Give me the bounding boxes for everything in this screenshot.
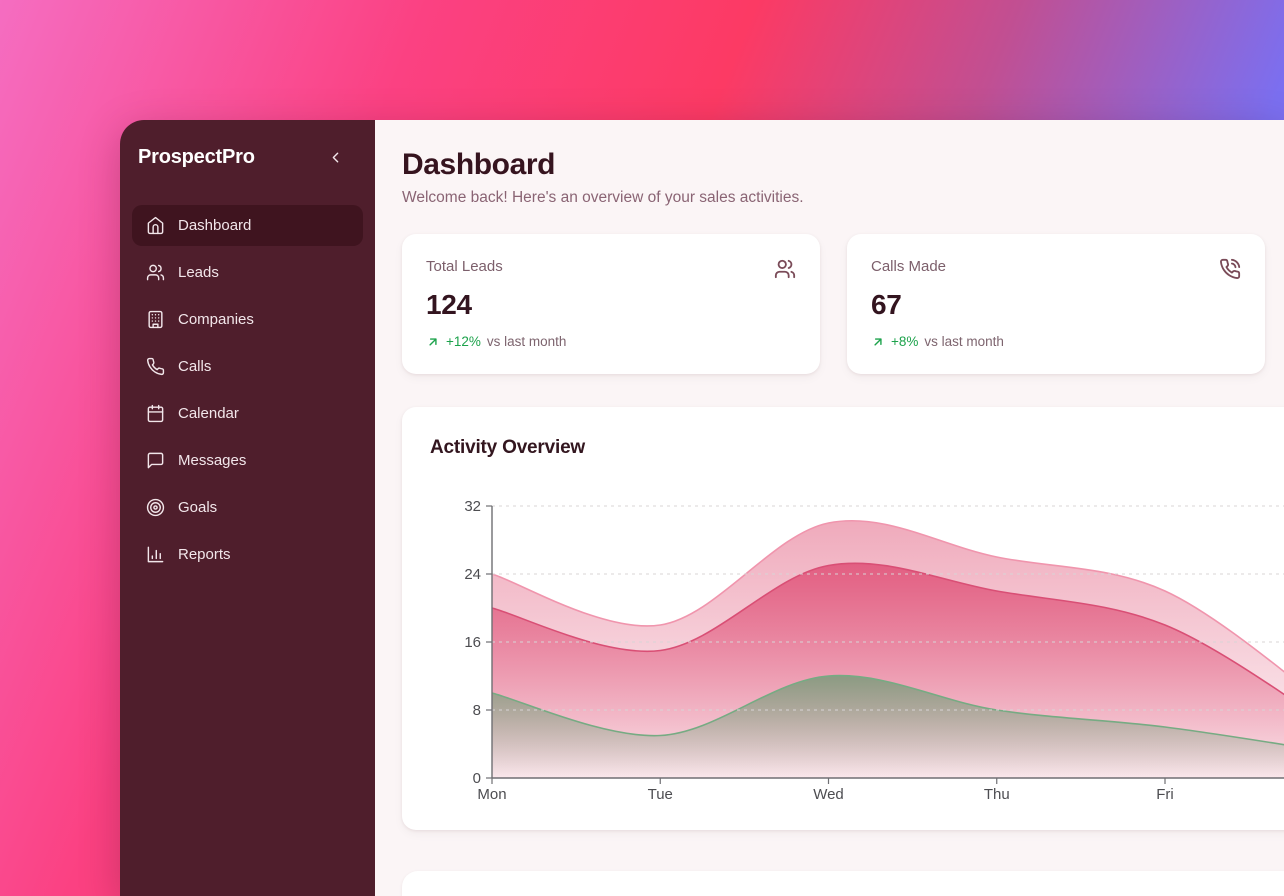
svg-text:8: 8 (473, 702, 481, 719)
app-logo: ProspectPro (138, 146, 255, 168)
building-icon (146, 310, 165, 329)
trend-value: +8% (891, 334, 919, 349)
bar-chart-icon (146, 545, 165, 564)
sidebar-item-label: Calendar (178, 405, 239, 422)
app-window: ProspectPro Dashboard Leads Companies Calls… (120, 120, 1284, 896)
svg-text:Thu: Thu (984, 786, 1010, 803)
sidebar: ProspectPro Dashboard Leads Companies Calls… (120, 120, 375, 896)
page-subtitle: Welcome back! Here's an overview of your… (402, 189, 804, 206)
sidebar-item-calls[interactable]: Calls (132, 346, 363, 387)
svg-text:24: 24 (464, 566, 481, 583)
home-icon (146, 216, 165, 235)
message-icon (146, 451, 165, 470)
trend-up-icon (871, 335, 885, 349)
sidebar-item-goals[interactable]: Goals (132, 487, 363, 528)
sidebar-item-companies[interactable]: Companies (132, 299, 363, 340)
phone-icon (146, 357, 165, 376)
svg-text:0: 0 (473, 770, 481, 787)
svg-text:Fri: Fri (1156, 786, 1174, 803)
calendar-icon (146, 404, 165, 423)
main-content: Dashboard Welcome back! Here's an overvi… (375, 120, 1284, 896)
sidebar-nav: Dashboard Leads Companies Calls Calendar Mess… (132, 205, 363, 575)
svg-text:32: 32 (464, 498, 481, 515)
trend-value: +12% (446, 334, 481, 349)
stat-trend: +12% vs last month (426, 334, 796, 349)
sidebar-item-label: Dashboard (178, 217, 252, 234)
stat-value: 124 (426, 289, 472, 320)
sidebar-item-reports[interactable]: Reports (132, 534, 363, 575)
next-section-card (402, 871, 1284, 896)
chart-title: Activity Overview (430, 437, 586, 458)
target-icon (146, 498, 165, 517)
users-icon (146, 263, 165, 282)
sidebar-item-label: Leads (178, 264, 219, 281)
activity-overview-card: Activity Overview 0 8 16 24 32 Mon Tue Wed Thu Fr… (402, 407, 1284, 830)
stat-trend: +8% vs last month (871, 334, 1241, 349)
sidebar-item-label: Goals (178, 499, 218, 516)
svg-text:Wed: Wed (813, 786, 844, 803)
sidebar-item-label: Calls (178, 358, 212, 375)
svg-text:16: 16 (464, 634, 481, 651)
sidebar-item-label: Companies (178, 311, 254, 328)
svg-text:Tue: Tue (648, 786, 673, 803)
stat-label: Total Leads (426, 258, 503, 275)
stat-card-calls-made: Calls Made 67 +8% vs last month (847, 234, 1265, 374)
stat-value: 67 (871, 289, 902, 320)
sidebar-item-label: Reports (178, 546, 231, 563)
sidebar-item-messages[interactable]: Messages (132, 440, 363, 481)
svg-text:Mon: Mon (477, 786, 506, 803)
stats-row: Total Leads 124 +12% vs last month Calls… (402, 234, 1284, 374)
sidebar-header: ProspectPro (132, 146, 363, 169)
trend-text: vs last month (486, 334, 567, 349)
sidebar-item-calendar[interactable]: Calendar (132, 393, 363, 434)
phone-call-icon (1219, 258, 1241, 280)
sidebar-item-label: Messages (178, 452, 247, 469)
stat-label: Calls Made (871, 258, 947, 275)
page-title: Dashboard (402, 148, 556, 181)
sidebar-item-leads[interactable]: Leads (132, 252, 363, 293)
trend-up-icon (426, 335, 440, 349)
users-icon (774, 258, 796, 280)
stat-card-total-leads: Total Leads 124 +12% vs last month (402, 234, 820, 374)
sidebar-item-dashboard[interactable]: Dashboard (132, 205, 363, 246)
trend-text: vs last month (924, 334, 1004, 349)
chevron-left-icon[interactable] (327, 149, 345, 167)
